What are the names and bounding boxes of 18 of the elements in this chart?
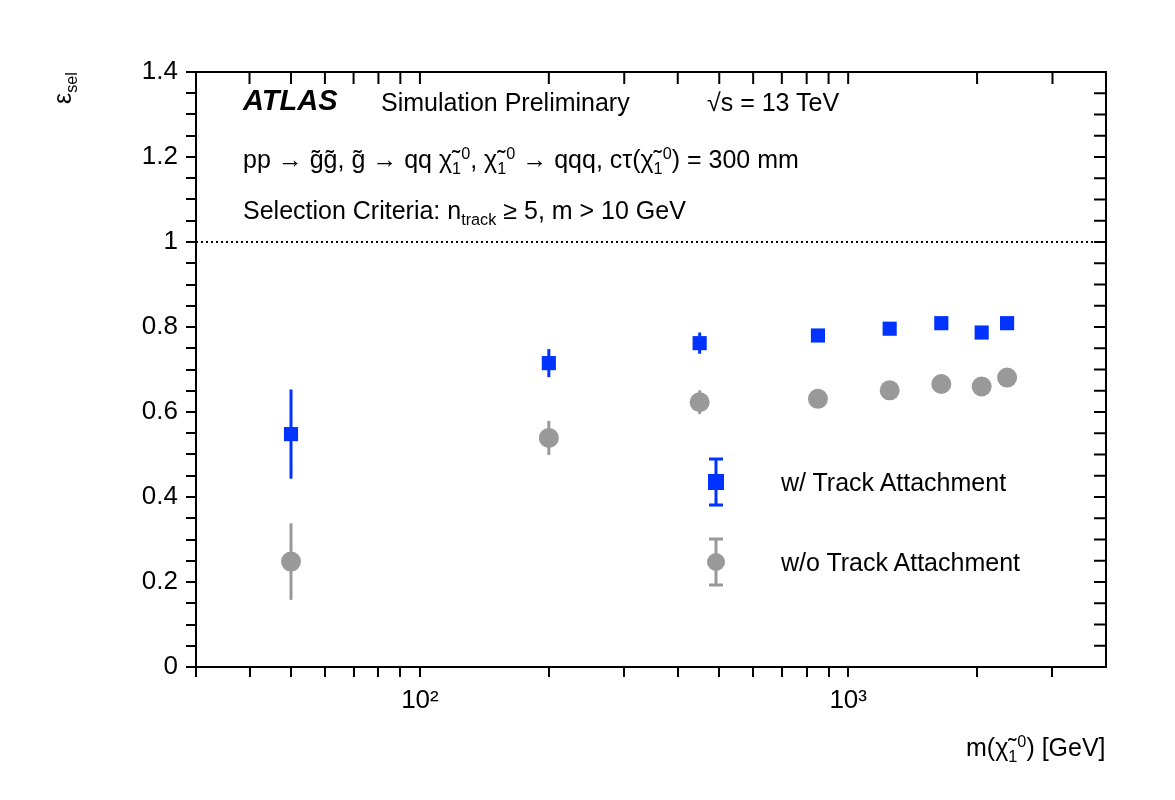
x-tick-label: 10² xyxy=(401,683,440,714)
x-tick-label: 10³ xyxy=(829,683,868,714)
annotation: ATLAS xyxy=(243,84,338,117)
y-tick-label: 0 xyxy=(163,650,178,681)
y-tick-label: 1.2 xyxy=(141,140,178,171)
text: pp → g̃g̃, g̃ → qq χ̃$_{1}$$^{0}$, χ̃$_{1}$$^{0}$ → qqq, cτ(χ̃$_{1}$$^{0}$) = 300 mm xyxy=(243,144,799,178)
y-tick-label: 1.4 xyxy=(141,55,178,86)
annotation: Simulation Preliminary xyxy=(381,88,630,117)
y-tick-label: 0.6 xyxy=(141,395,178,426)
legend-label: w/ Track Attachment xyxy=(781,467,1007,497)
legend-label: w/o Track Attachment xyxy=(781,547,1020,577)
annotation: √s = 13 TeV xyxy=(707,88,840,117)
y-tick-label: 0.4 xyxy=(141,480,178,511)
x-axis-title: m(χ̃$_{1}$$^{0}$) [GeV] xyxy=(966,732,1106,767)
y-tick-label: 0.8 xyxy=(141,310,178,341)
annotation: Selection Criteria: n$_{track}$ ≥ 5, m > 10 GeV xyxy=(243,196,686,229)
y-tick-label: 0.2 xyxy=(141,565,178,596)
y-tick-label: 1 xyxy=(163,225,178,256)
